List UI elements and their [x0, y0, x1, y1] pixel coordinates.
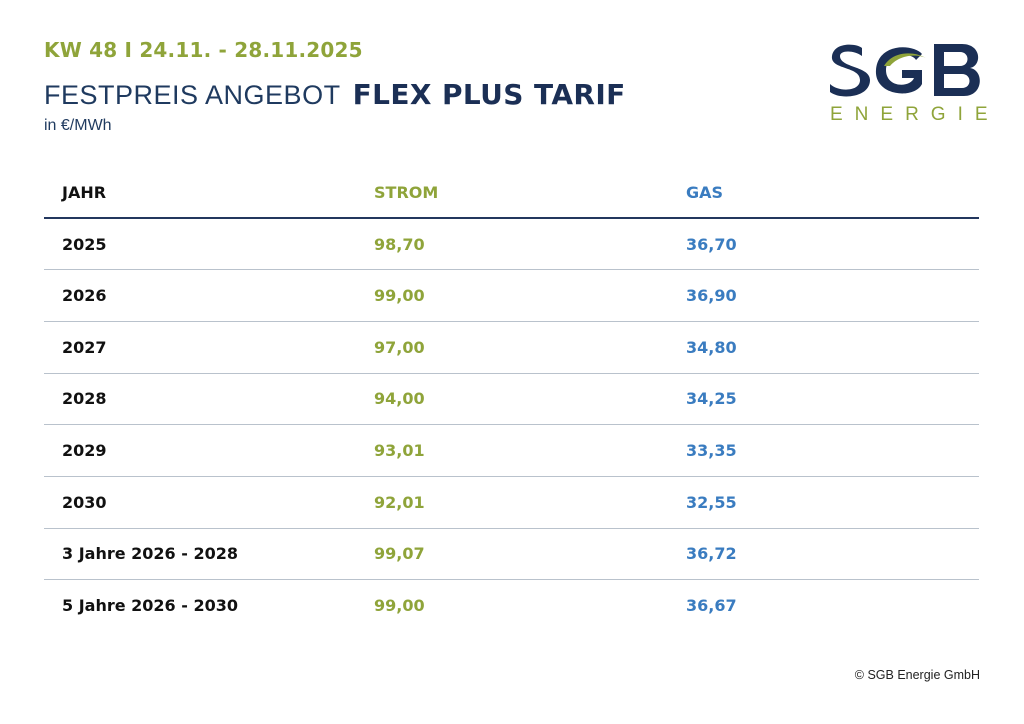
sgb-logo: ENERGIE	[826, 40, 988, 130]
cell-strom: 99,07	[374, 544, 425, 564]
cell-strom: 99,00	[374, 286, 425, 306]
copyright: © SGB Energie GmbH	[854, 668, 980, 682]
cell-strom: 93,01	[374, 441, 425, 461]
header-jahr: JAHR	[62, 182, 107, 202]
table-row: 3 Jahre 2026 - 2028 99,07 36,72	[44, 528, 979, 580]
table-row: 2030 92,01 32,55	[44, 476, 979, 529]
title-bold: FLEX PLUS TARIF	[352, 78, 626, 111]
header-gas: GAS	[686, 182, 724, 202]
cell-gas: 34,25	[686, 389, 737, 409]
table-row: 2029 93,01 33,35	[44, 425, 979, 477]
header-strom: STROM	[374, 182, 439, 202]
table-row: 2027 97,00 34,80	[44, 321, 979, 374]
cell-strom: 94,00	[374, 389, 425, 409]
cell-year: 2025	[62, 234, 107, 254]
table-header-row: JAHR STROM GAS	[44, 167, 979, 218]
unit-label: in €/MWh	[44, 117, 112, 134]
cell-gas: 36,72	[686, 544, 737, 564]
cell-gas: 36,67	[686, 596, 737, 616]
price-table: JAHR STROM GAS 2025 98,70 36,70 2026 99,…	[44, 167, 979, 632]
cell-year: 2028	[62, 389, 107, 409]
sgb-wordmark-icon	[830, 44, 980, 97]
week-label: KW 48 I 24.11. - 28.11.2025	[44, 38, 363, 62]
cell-gas: 36,70	[686, 234, 737, 254]
table-row: 2026 99,00 36,90	[44, 270, 979, 322]
cell-year: 5 Jahre 2026 - 2030	[62, 596, 238, 616]
cell-year: 2029	[62, 441, 107, 461]
cell-strom: 99,00	[374, 596, 425, 616]
title-light: FESTPREIS ANGEBOT	[44, 80, 341, 110]
cell-gas: 36,90	[686, 286, 737, 306]
table-row: 5 Jahre 2026 - 2030 99,00 36,67	[44, 580, 979, 632]
cell-strom: 97,00	[374, 337, 425, 357]
cell-gas: 34,80	[686, 337, 737, 357]
cell-year: 2026	[62, 286, 107, 306]
cell-year: 2030	[62, 492, 107, 512]
cell-strom: 92,01	[374, 492, 425, 512]
table-row: 2025 98,70 36,70	[44, 218, 979, 270]
cell-gas: 33,35	[686, 441, 737, 461]
cell-gas: 32,55	[686, 492, 737, 512]
cell-strom: 98,70	[374, 234, 425, 254]
table-row: 2028 94,00 34,25	[44, 373, 979, 425]
logo-subtitle: ENERGIE	[830, 104, 1000, 125]
cell-year: 2027	[62, 337, 107, 357]
cell-year: 3 Jahre 2026 - 2028	[62, 544, 238, 564]
page-title: FESTPREIS ANGEBOT FLEX PLUS TARIF	[44, 78, 626, 111]
